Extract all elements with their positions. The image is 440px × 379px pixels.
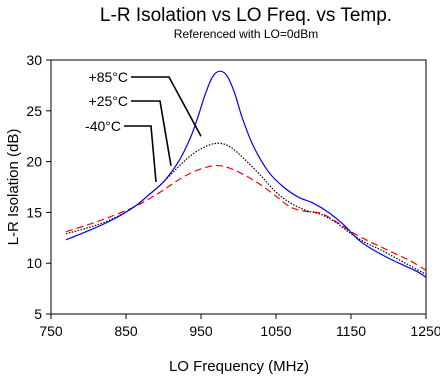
y-tick-label: 25 (26, 103, 42, 119)
plot-frame (50, 59, 427, 315)
y-tick-label: 30 (26, 52, 42, 68)
x-tick-label: 1250 (410, 323, 440, 339)
chart-title: L-R Isolation vs LO Freq. vs Temp. (100, 5, 392, 26)
x-tick-label: 1150 (336, 323, 366, 339)
series-line-plus85c (65, 70, 427, 278)
x-tick-label: 950 (189, 323, 213, 339)
legend-label-minus40c: -40°C (85, 118, 121, 134)
legend-leader-plus85c (131, 76, 202, 137)
legend-leader-minus40c (124, 125, 157, 182)
x-tick-label: 1050 (260, 323, 291, 339)
y-tick-label: 15 (26, 204, 42, 220)
x-tick-label: 850 (114, 323, 138, 339)
x-axis-label: LO Frequency (MHz) (169, 358, 309, 375)
series-line-minus40c (65, 164, 427, 271)
y-axis-label: L-R Isolation (dB) (5, 129, 22, 246)
x-tick-label: 750 (39, 323, 63, 339)
plot-area: 750 850 950 1050 1150 1250 5 10 15 20 25 30 +85°C +25… (26, 52, 440, 339)
series-line-plus25c (65, 142, 427, 275)
legend-leader-plus25c (131, 100, 172, 166)
legend-label-plus85c: +85°C (89, 69, 128, 85)
chart-subtitle: Referenced with LO=0dBm (174, 27, 318, 41)
y-tick-label: 20 (26, 154, 42, 170)
y-tick-label: 10 (26, 255, 42, 271)
legend-label-plus25c: +25°C (89, 93, 128, 109)
y-tick-label: 5 (34, 306, 42, 322)
